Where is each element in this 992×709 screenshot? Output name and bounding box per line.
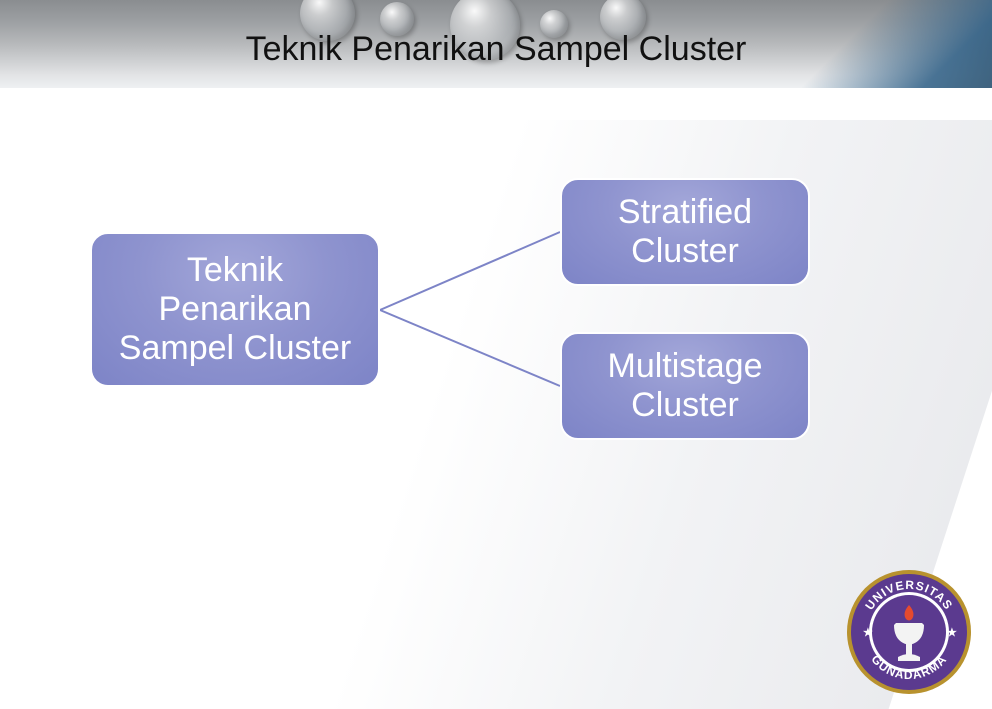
slide-title: Teknik Penarikan Sampel Cluster bbox=[0, 30, 992, 69]
node-multistage-cluster: Multistage Cluster bbox=[560, 332, 810, 440]
logo-star-right: ★ bbox=[947, 627, 957, 639]
node-stratified-cluster: Stratified Cluster bbox=[560, 178, 810, 286]
edge-root-to-child1 bbox=[380, 232, 560, 310]
university-logo: UNIVERSITAS GUNADARMA ★ ★ bbox=[844, 567, 974, 697]
node-root-label: Teknik Penarikan Sampel Cluster bbox=[108, 251, 362, 368]
node-root: Teknik Penarikan Sampel Cluster bbox=[90, 232, 380, 387]
slide-title-container: Teknik Penarikan Sampel Cluster bbox=[0, 30, 992, 69]
node-child1-label: Stratified Cluster bbox=[578, 193, 792, 271]
edge-root-to-child2 bbox=[380, 310, 560, 386]
logo-star-left: ★ bbox=[863, 627, 873, 639]
tree-diagram: Teknik Penarikan Sampel Cluster Stratifi… bbox=[0, 150, 992, 490]
node-child2-label: Multistage Cluster bbox=[578, 347, 792, 425]
